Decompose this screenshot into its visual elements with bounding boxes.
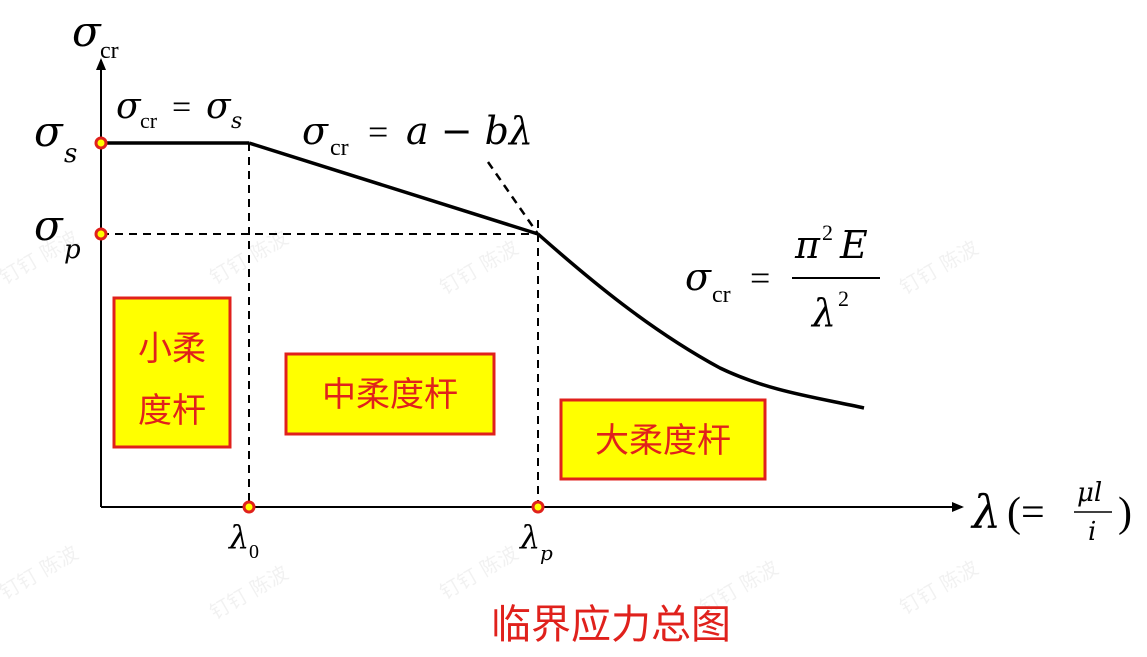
x-axis-def-denominator: i bbox=[1088, 517, 1096, 547]
guide-lines bbox=[101, 143, 540, 507]
x-axis-title: λ (= μl i ) bbox=[970, 478, 1132, 547]
zone-label: 大柔度杆 bbox=[595, 421, 731, 461]
formula-lhs: σ bbox=[116, 86, 142, 127]
formula-rhs: a − bλ bbox=[406, 109, 533, 153]
zone-box bbox=[112, 296, 232, 449]
watermark: 钉钉 陈波 bbox=[0, 540, 82, 604]
lambda-p-marker bbox=[531, 500, 545, 514]
y-tick-subscript: s bbox=[64, 139, 77, 169]
zone-box bbox=[559, 398, 767, 481]
formula-denominator-exponent: 2 bbox=[838, 286, 849, 311]
formula-lhs: σ bbox=[302, 109, 329, 153]
formula-equals: = bbox=[368, 112, 388, 152]
formula-euler: σ cr = π 2 E λ 2 bbox=[685, 220, 880, 335]
diagram-caption: 临界应力总图 bbox=[491, 602, 731, 648]
x-axis-def-close: ) bbox=[1118, 490, 1132, 536]
formula-denominator-lambda: λ bbox=[810, 291, 836, 335]
x-axis-symbol: λ bbox=[970, 485, 1001, 539]
formula-lhs-subscript: cr bbox=[712, 282, 731, 308]
y-tick-sigma-s: σ s bbox=[34, 107, 77, 169]
watermark: 钉钉 陈波 bbox=[896, 555, 983, 619]
x-tick-symbol: λ bbox=[227, 518, 249, 556]
y-axis-symbol: σ bbox=[72, 7, 102, 56]
formula-numerator-pi: π bbox=[794, 223, 821, 267]
formula-numerator-exponent: 2 bbox=[822, 220, 833, 245]
x-tick-symbol: λ bbox=[518, 518, 540, 556]
euler-curve bbox=[536, 232, 865, 410]
zone-label-line2: 度杆 bbox=[138, 391, 206, 431]
x-tick-subscript: 0 bbox=[249, 541, 259, 563]
watermark: 钉钉 陈波 bbox=[436, 235, 523, 299]
sigma-p-marker bbox=[94, 227, 108, 241]
y-tick-sigma-p: σ p bbox=[34, 201, 81, 265]
formula-lhs-subscript: cr bbox=[140, 108, 158, 133]
lambda-0-marker bbox=[242, 500, 256, 514]
zone-label-line1: 小柔 bbox=[138, 329, 206, 369]
formula-equals: = bbox=[750, 258, 770, 298]
formula-lhs-subscript: cr bbox=[330, 135, 349, 161]
formula-plateau: σ cr = σ s bbox=[116, 86, 242, 134]
linear-segment bbox=[248, 141, 539, 236]
linear-extension bbox=[486, 161, 540, 235]
y-axis-title: σ cr bbox=[72, 7, 119, 64]
formula-equals: = bbox=[172, 89, 191, 126]
watermark: 钉钉 陈波 bbox=[896, 235, 983, 299]
x-axis-def-numerator: μl bbox=[1077, 478, 1102, 508]
watermark: 钉钉 陈波 bbox=[206, 560, 293, 624]
x-tick-subscript: p bbox=[540, 541, 553, 565]
y-axis-subscript: cr bbox=[100, 38, 119, 64]
zone-small-slenderness: 小柔 度杆 bbox=[112, 296, 232, 449]
y-tick-subscript: p bbox=[64, 235, 81, 265]
zone-box bbox=[284, 352, 496, 436]
formula-rhs-subscript: s bbox=[231, 109, 242, 134]
formula-lhs: σ bbox=[685, 255, 712, 299]
watermark: 钉钉 陈波 bbox=[436, 540, 523, 604]
zone-large-slenderness: 大柔度杆 bbox=[559, 398, 767, 481]
x-axis-def-open: (= bbox=[1007, 490, 1045, 536]
x-tick-lambda-p: λ p bbox=[518, 518, 553, 565]
y-tick-symbol: σ bbox=[34, 201, 64, 250]
zone-medium-slenderness: 中柔度杆 bbox=[284, 352, 496, 436]
formula-numerator-e: E bbox=[839, 223, 868, 267]
formula-linear: σ cr = a − bλ bbox=[302, 109, 533, 161]
zone-label: 中柔度杆 bbox=[322, 375, 458, 415]
formula-rhs: σ bbox=[206, 86, 232, 127]
y-tick-symbol: σ bbox=[34, 107, 64, 156]
sigma-s-marker bbox=[94, 136, 108, 150]
x-tick-lambda-0: λ 0 bbox=[227, 518, 259, 563]
